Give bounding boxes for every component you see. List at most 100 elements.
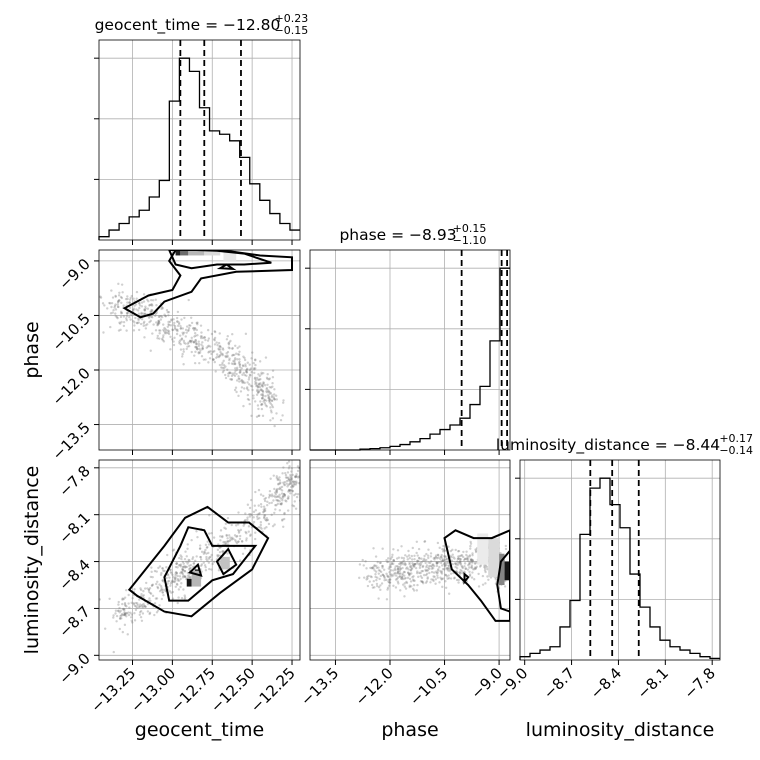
sample-point (272, 395, 275, 399)
sample-point (176, 324, 180, 328)
sample-point (206, 339, 210, 342)
sample-point (99, 295, 102, 298)
sample-point (194, 334, 197, 337)
sample-point (122, 324, 126, 328)
sample-point (456, 550, 460, 553)
sample-point (227, 362, 231, 365)
title-lower-error: −0.15 (275, 24, 309, 37)
sample-point (135, 290, 139, 294)
sample-point (126, 311, 130, 314)
sample-point (392, 574, 395, 577)
sample-point (407, 573, 411, 576)
sample-point (244, 518, 247, 522)
sample-point (137, 309, 140, 312)
density-cell (188, 250, 205, 256)
sample-point (296, 493, 300, 496)
sample-point (399, 561, 402, 565)
sample-point (453, 577, 456, 580)
sample-point (389, 573, 392, 576)
sample-point (396, 570, 400, 573)
sample-point (443, 558, 447, 562)
sample-point (424, 569, 428, 573)
sample-point (266, 377, 269, 381)
sample-point (512, 566, 514, 568)
density-cell (223, 250, 237, 261)
sample-point (215, 341, 218, 344)
sample-point (161, 590, 164, 594)
sample-point (170, 318, 173, 321)
sample-point (142, 293, 146, 296)
sample-point (410, 558, 414, 561)
sample-point (282, 483, 286, 486)
sample-point (219, 348, 222, 351)
sample-point (445, 575, 449, 578)
sample-point (280, 502, 284, 505)
sample-point (440, 555, 443, 559)
sample-point (263, 384, 267, 387)
histogram-geocent_time (98, 57, 300, 240)
sample-point (448, 569, 451, 573)
sample-point (190, 321, 194, 325)
sample-point (420, 580, 424, 583)
sample-point (171, 579, 174, 582)
sample-point (412, 583, 416, 587)
sample-point (185, 331, 188, 334)
sample-point (381, 573, 385, 577)
sample-point (275, 412, 278, 415)
sample-point (161, 567, 164, 570)
sample-point (112, 616, 115, 619)
sample-point (124, 588, 128, 592)
sample-point (445, 561, 448, 565)
x-axis-label-phase: phase (381, 719, 438, 741)
sample-point (238, 530, 241, 533)
sample-point (151, 583, 155, 586)
sample-point (121, 630, 125, 634)
sample-point (413, 564, 416, 568)
sample-point (237, 353, 241, 356)
sample-point (284, 455, 286, 457)
sample-point (154, 298, 157, 301)
sample-point (123, 613, 126, 617)
sample-point (241, 552, 245, 556)
sample-point (170, 319, 173, 322)
sample-point (201, 336, 205, 340)
sample-point (173, 326, 177, 330)
sample-point (148, 587, 152, 590)
sample-point (457, 578, 460, 582)
sample-point (394, 574, 398, 577)
sample-point (292, 505, 296, 508)
sample-point (287, 488, 291, 492)
sample-point (275, 498, 278, 502)
sample-point (136, 603, 139, 607)
sample-point (272, 474, 275, 477)
sample-point (425, 565, 428, 569)
sample-point (224, 354, 227, 358)
sample-point (449, 572, 453, 575)
sample-point (458, 570, 461, 574)
sample-point (381, 566, 384, 569)
sample-point (390, 562, 394, 566)
sample-point (143, 587, 147, 590)
sample-point (179, 339, 182, 342)
sample-point (293, 493, 296, 497)
sample-point (379, 584, 382, 587)
sample-point (175, 561, 179, 565)
sample-point (286, 461, 289, 465)
sample-point (131, 308, 135, 312)
sample-point (221, 366, 224, 370)
joint-panel-geocent_time-luminosity_distance (98, 455, 301, 661)
sample-point (264, 404, 268, 407)
sample-point (160, 571, 163, 575)
sample-point (361, 558, 364, 562)
sample-point (203, 336, 206, 339)
sample-point (385, 558, 388, 562)
sample-point (242, 381, 245, 384)
sample-point (159, 314, 163, 318)
sample-point (436, 553, 440, 557)
sample-point (181, 560, 185, 564)
sample-point (411, 587, 415, 591)
sample-point (436, 569, 440, 572)
sample-point (237, 540, 240, 543)
sample-point (240, 386, 244, 389)
sample-point (470, 565, 473, 569)
